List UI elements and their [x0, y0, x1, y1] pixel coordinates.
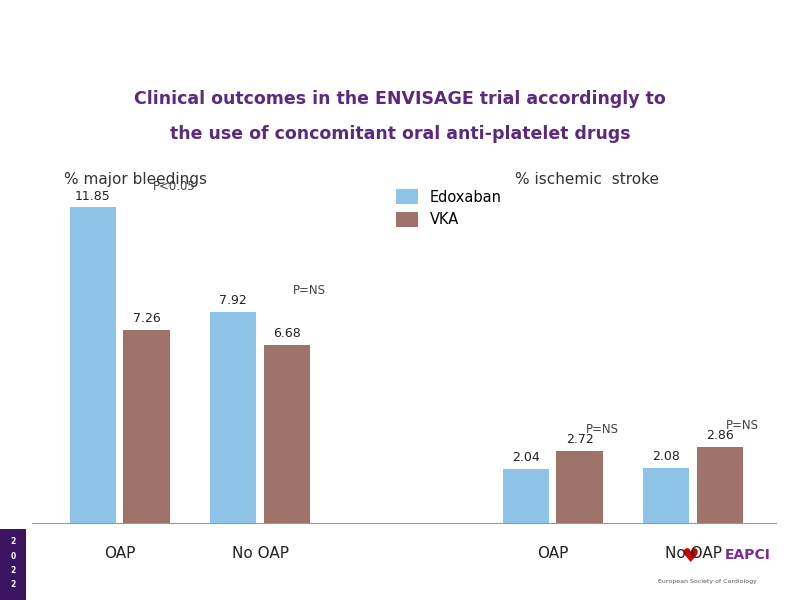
Text: P=NS: P=NS [293, 284, 326, 298]
Bar [264, 345, 310, 523]
Text: P<0.05: P<0.05 [153, 179, 195, 193]
Bar [697, 447, 743, 523]
Bar [0, 529, 26, 600]
Bar [123, 329, 170, 523]
Text: 2.72: 2.72 [566, 433, 594, 446]
Text: euro: euro [42, 543, 62, 552]
Text: No OAP: No OAP [665, 546, 722, 561]
Bar [70, 208, 116, 523]
Text: P=NS: P=NS [586, 423, 618, 436]
Text: 7.92: 7.92 [219, 294, 247, 307]
Text: P=NS: P=NS [726, 419, 759, 432]
Text: 2.86: 2.86 [706, 429, 734, 442]
Text: % major bleedings: % major bleedings [64, 172, 207, 187]
Text: 2.08: 2.08 [652, 450, 680, 463]
Bar [676, 533, 794, 596]
Text: Clinical outcomes in the ENVISAGE trial accordingly to: Clinical outcomes in the ENVISAGE trial … [134, 90, 666, 108]
Text: % ischemic  stroke: % ischemic stroke [515, 172, 659, 187]
Text: Influence of concomitant anti-platelet therapy: Influence of concomitant anti-platelet t… [63, 27, 737, 55]
Text: 11.85: 11.85 [75, 190, 111, 203]
Text: the use of concomitant oral anti-platelet drugs: the use of concomitant oral anti-platele… [170, 125, 630, 143]
Text: EAPCI: EAPCI [725, 548, 770, 562]
Bar [502, 469, 549, 523]
Text: 2: 2 [10, 566, 15, 575]
Text: PCR: PCR [35, 565, 91, 589]
Text: 7.26: 7.26 [133, 312, 161, 325]
Text: European Society of Cardiology: European Society of Cardiology [658, 579, 757, 584]
Text: No OAP: No OAP [231, 546, 289, 561]
Bar [643, 468, 690, 523]
Text: OAP: OAP [104, 546, 135, 561]
Text: ♥: ♥ [681, 547, 698, 566]
Text: 6.68: 6.68 [273, 328, 301, 340]
Text: 2.04: 2.04 [512, 451, 540, 464]
Text: 2: 2 [10, 580, 15, 589]
Text: 0: 0 [10, 551, 15, 560]
Text: 2: 2 [10, 538, 15, 547]
Bar [210, 312, 257, 523]
Text: for Atrial Fibrillation after TAVR. N Engl J Med. 2021;385:2150-2160.: for Atrial Fibrillation after TAVR. N En… [140, 574, 508, 584]
Text: OAP: OAP [537, 546, 569, 561]
Text: Van Mieghem NM, et al; ENVISAGE-TAVI AF Investigators. Edoxaban versus Vitamin K: Van Mieghem NM, et al; ENVISAGE-TAVI AF … [140, 548, 665, 558]
Bar [557, 451, 603, 523]
Legend: Edoxaban, VKA: Edoxaban, VKA [390, 184, 507, 233]
